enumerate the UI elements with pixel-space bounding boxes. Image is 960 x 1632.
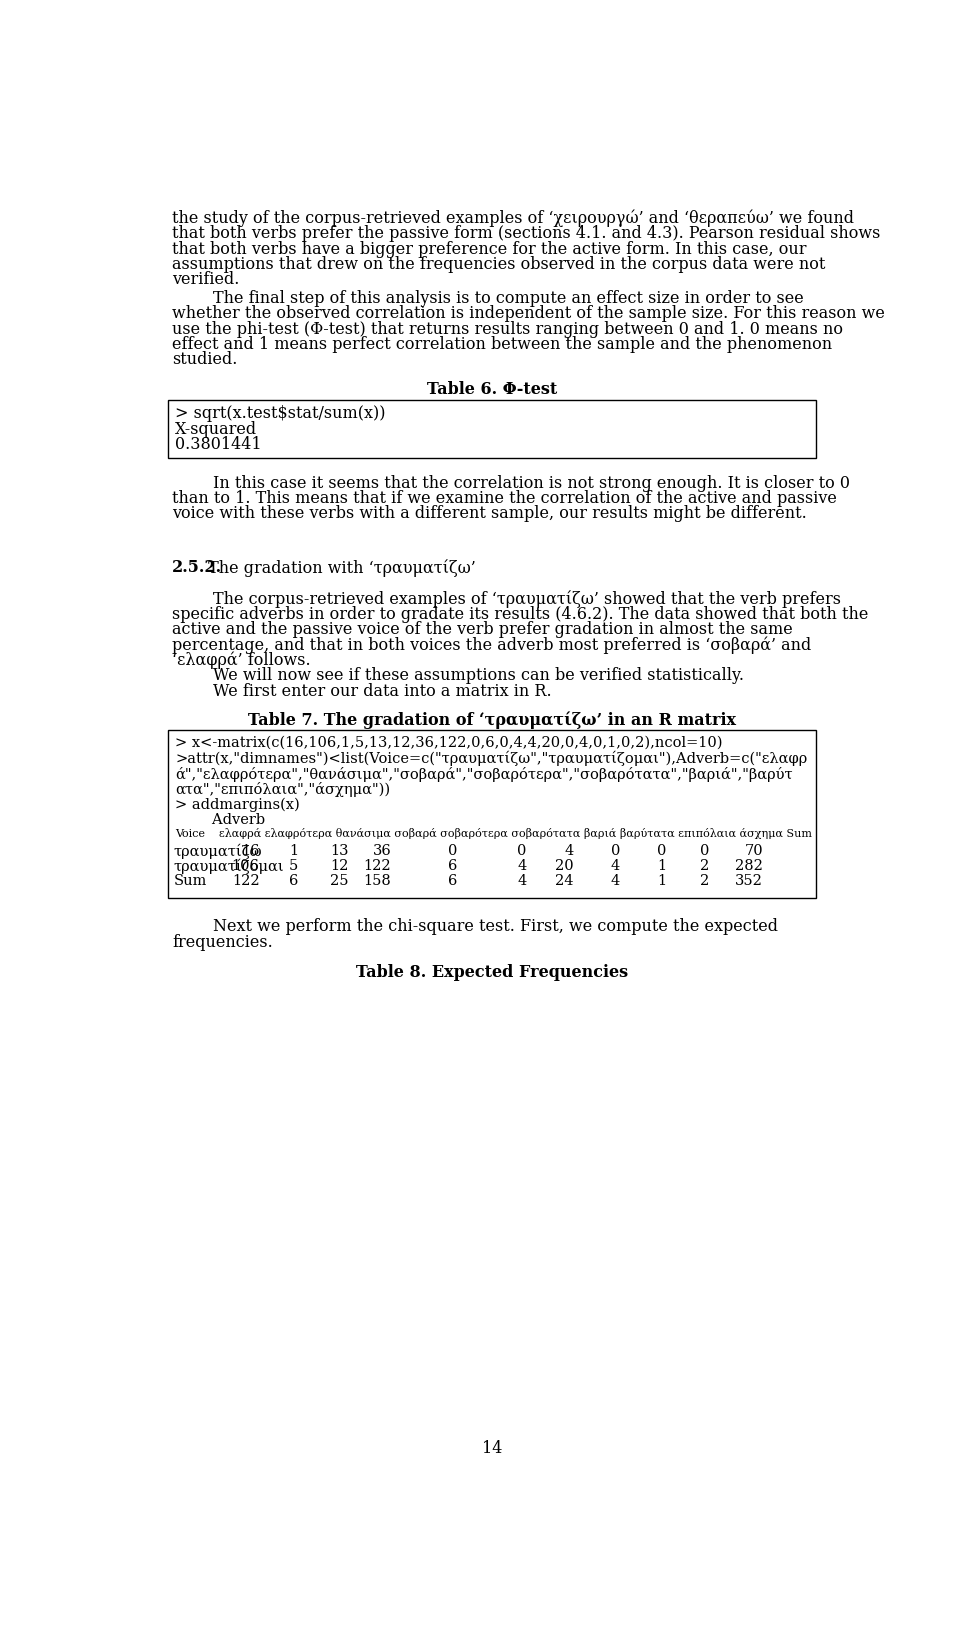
Text: specific adverbs in order to gradate its results (4.6.2). The data showed that b: specific adverbs in order to gradate its…	[172, 605, 868, 622]
Text: 4: 4	[611, 873, 620, 888]
Text: Next we perform the chi-square test. First, we compute the expected: Next we perform the chi-square test. Fir…	[172, 917, 778, 935]
Text: 1: 1	[658, 873, 666, 888]
Text: τραυματίζομαι: τραυματίζομαι	[174, 858, 284, 873]
Text: 1: 1	[289, 844, 299, 857]
Text: The gradation with ‘τραυματίζω’: The gradation with ‘τραυματίζω’	[203, 560, 475, 576]
Text: ‘ελαφρά’ follows.: ‘ελαφρά’ follows.	[172, 651, 310, 669]
Text: whether the observed correlation is independent of the sample size. For this rea: whether the observed correlation is inde…	[172, 305, 885, 322]
Text: 0: 0	[517, 844, 527, 857]
Text: 122: 122	[232, 873, 259, 888]
Text: 2: 2	[700, 873, 709, 888]
Text: verified.: verified.	[172, 271, 239, 289]
Text: ά","ελαφρότερα","θανάσιμα","σοβαρά","σοβαρότερα","σοβαρότατα","βαριά","βαρύτ: ά","ελαφρότερα","θανάσιμα","σοβαρά","σοβ…	[175, 765, 793, 782]
Text: that both verbs have a bigger preference for the active form. In this case, our: that both verbs have a bigger preference…	[172, 240, 806, 258]
Text: 4: 4	[517, 873, 527, 888]
Text: 352: 352	[735, 873, 763, 888]
Text: 0: 0	[657, 844, 666, 857]
Text: 14: 14	[482, 1439, 502, 1456]
Text: effect and 1 means perfect correlation between the sample and the phenomenon: effect and 1 means perfect correlation b…	[172, 336, 832, 353]
Text: 4: 4	[517, 858, 527, 873]
Text: that both verbs prefer the passive form (sections 4.1. and 4.3). Pearson residua: that both verbs prefer the passive form …	[172, 225, 880, 242]
Text: 25: 25	[330, 873, 348, 888]
Text: 24: 24	[555, 873, 573, 888]
Text: 158: 158	[364, 873, 392, 888]
Text: Adverb: Adverb	[175, 813, 265, 826]
Text: 36: 36	[372, 844, 392, 857]
Text: studied.: studied.	[172, 351, 237, 369]
Text: Sum: Sum	[174, 873, 206, 888]
Text: Table 8. Expected Frequencies: Table 8. Expected Frequencies	[356, 965, 628, 981]
Text: The final step of this analysis is to compute an effect size in order to see: The final step of this analysis is to co…	[172, 290, 804, 307]
Text: 0: 0	[447, 844, 457, 857]
Text: frequencies.: frequencies.	[172, 934, 273, 950]
Text: >attr(x,"dimnames")<list(Voice=c("τραυματίζω","τραυματίζομαι"),Adverb=c("ελαφρ: >attr(x,"dimnames")<list(Voice=c("τραυμα…	[175, 751, 807, 765]
Text: > x<-matrix(c(16,106,1,5,13,12,36,122,0,6,0,4,4,20,0,4,0,1,0,2),ncol=10): > x<-matrix(c(16,106,1,5,13,12,36,122,0,…	[175, 736, 723, 749]
Text: use the phi-test (Φ-test) that returns results ranging between 0 and 1. 0 means : use the phi-test (Φ-test) that returns r…	[172, 320, 843, 338]
Text: 13: 13	[330, 844, 348, 857]
Text: τραυματίζω: τραυματίζω	[174, 844, 262, 858]
Text: voice with these verbs with a different sample, our results might be different.: voice with these verbs with a different …	[172, 506, 806, 522]
Text: Table 6. Φ-test: Table 6. Φ-test	[427, 380, 557, 398]
Text: 1: 1	[658, 858, 666, 873]
Text: The corpus-retrieved examples of ‘τραυματίζω’ showed that the verb prefers: The corpus-retrieved examples of ‘τραυμα…	[172, 589, 841, 607]
Text: 4: 4	[564, 844, 573, 857]
Text: 0.3801441: 0.3801441	[175, 436, 262, 454]
Text: assumptions that drew on the frequencies observed in the corpus data were not: assumptions that drew on the frequencies…	[172, 256, 826, 273]
Text: 4: 4	[611, 858, 620, 873]
Text: 2: 2	[700, 858, 709, 873]
Bar	[168, 731, 816, 899]
Text: 106: 106	[231, 858, 259, 873]
Text: than to 1. This means that if we examine the correlation of the active and passi: than to 1. This means that if we examine…	[172, 490, 837, 508]
Text: 2.5.2.: 2.5.2.	[172, 560, 222, 576]
Text: 70: 70	[745, 844, 763, 857]
Text: 0: 0	[611, 844, 620, 857]
Text: X-squared: X-squared	[175, 421, 257, 437]
Text: We will now see if these assumptions can be verified statistically.: We will now see if these assumptions can…	[172, 667, 744, 684]
Text: ατα","επιπόλαια","άσχημα")): ατα","επιπόλαια","άσχημα"))	[175, 782, 390, 796]
Text: 5: 5	[289, 858, 299, 873]
Text: 12: 12	[330, 858, 348, 873]
Text: Table 7. The gradation of ‘τραυματίζω’ in an R matrix: Table 7. The gradation of ‘τραυματίζω’ i…	[248, 712, 736, 730]
Text: percentage, and that in both voices the adverb most preferred is ‘σοβαρά’ and: percentage, and that in both voices the …	[172, 636, 811, 653]
Text: 6: 6	[447, 858, 457, 873]
Text: the study of the corpus-retrieved examples of ‘χειρουργώ’ and ‘θεραπεύω’ we foun: the study of the corpus-retrieved exampl…	[172, 209, 854, 227]
Text: > addmargins(x): > addmargins(x)	[175, 796, 300, 811]
Text: > sqrt(x.test$stat/sum(x)): > sqrt(x.test$stat/sum(x))	[175, 405, 386, 423]
Bar	[168, 400, 816, 459]
Text: 0: 0	[700, 844, 709, 857]
Text: 6: 6	[289, 873, 299, 888]
Text: We first enter our data into a matrix in R.: We first enter our data into a matrix in…	[172, 682, 552, 698]
Text: 16: 16	[241, 844, 259, 857]
Text: Voice    ελαφρά ελαφρότερα θανάσιμα σοβαρά σοβαρότερα σοβαρότατα βαριά βαρύτατα : Voice ελαφρά ελαφρότερα θανάσιμα σοβαρά …	[175, 827, 812, 839]
Text: 20: 20	[555, 858, 573, 873]
Text: active and the passive voice of the verb prefer gradation in almost the same: active and the passive voice of the verb…	[172, 620, 793, 638]
Text: 282: 282	[735, 858, 763, 873]
Text: In this case it seems that the correlation is not strong enough. It is closer to: In this case it seems that the correlati…	[172, 475, 850, 491]
Text: 122: 122	[364, 858, 392, 873]
Text: 6: 6	[447, 873, 457, 888]
